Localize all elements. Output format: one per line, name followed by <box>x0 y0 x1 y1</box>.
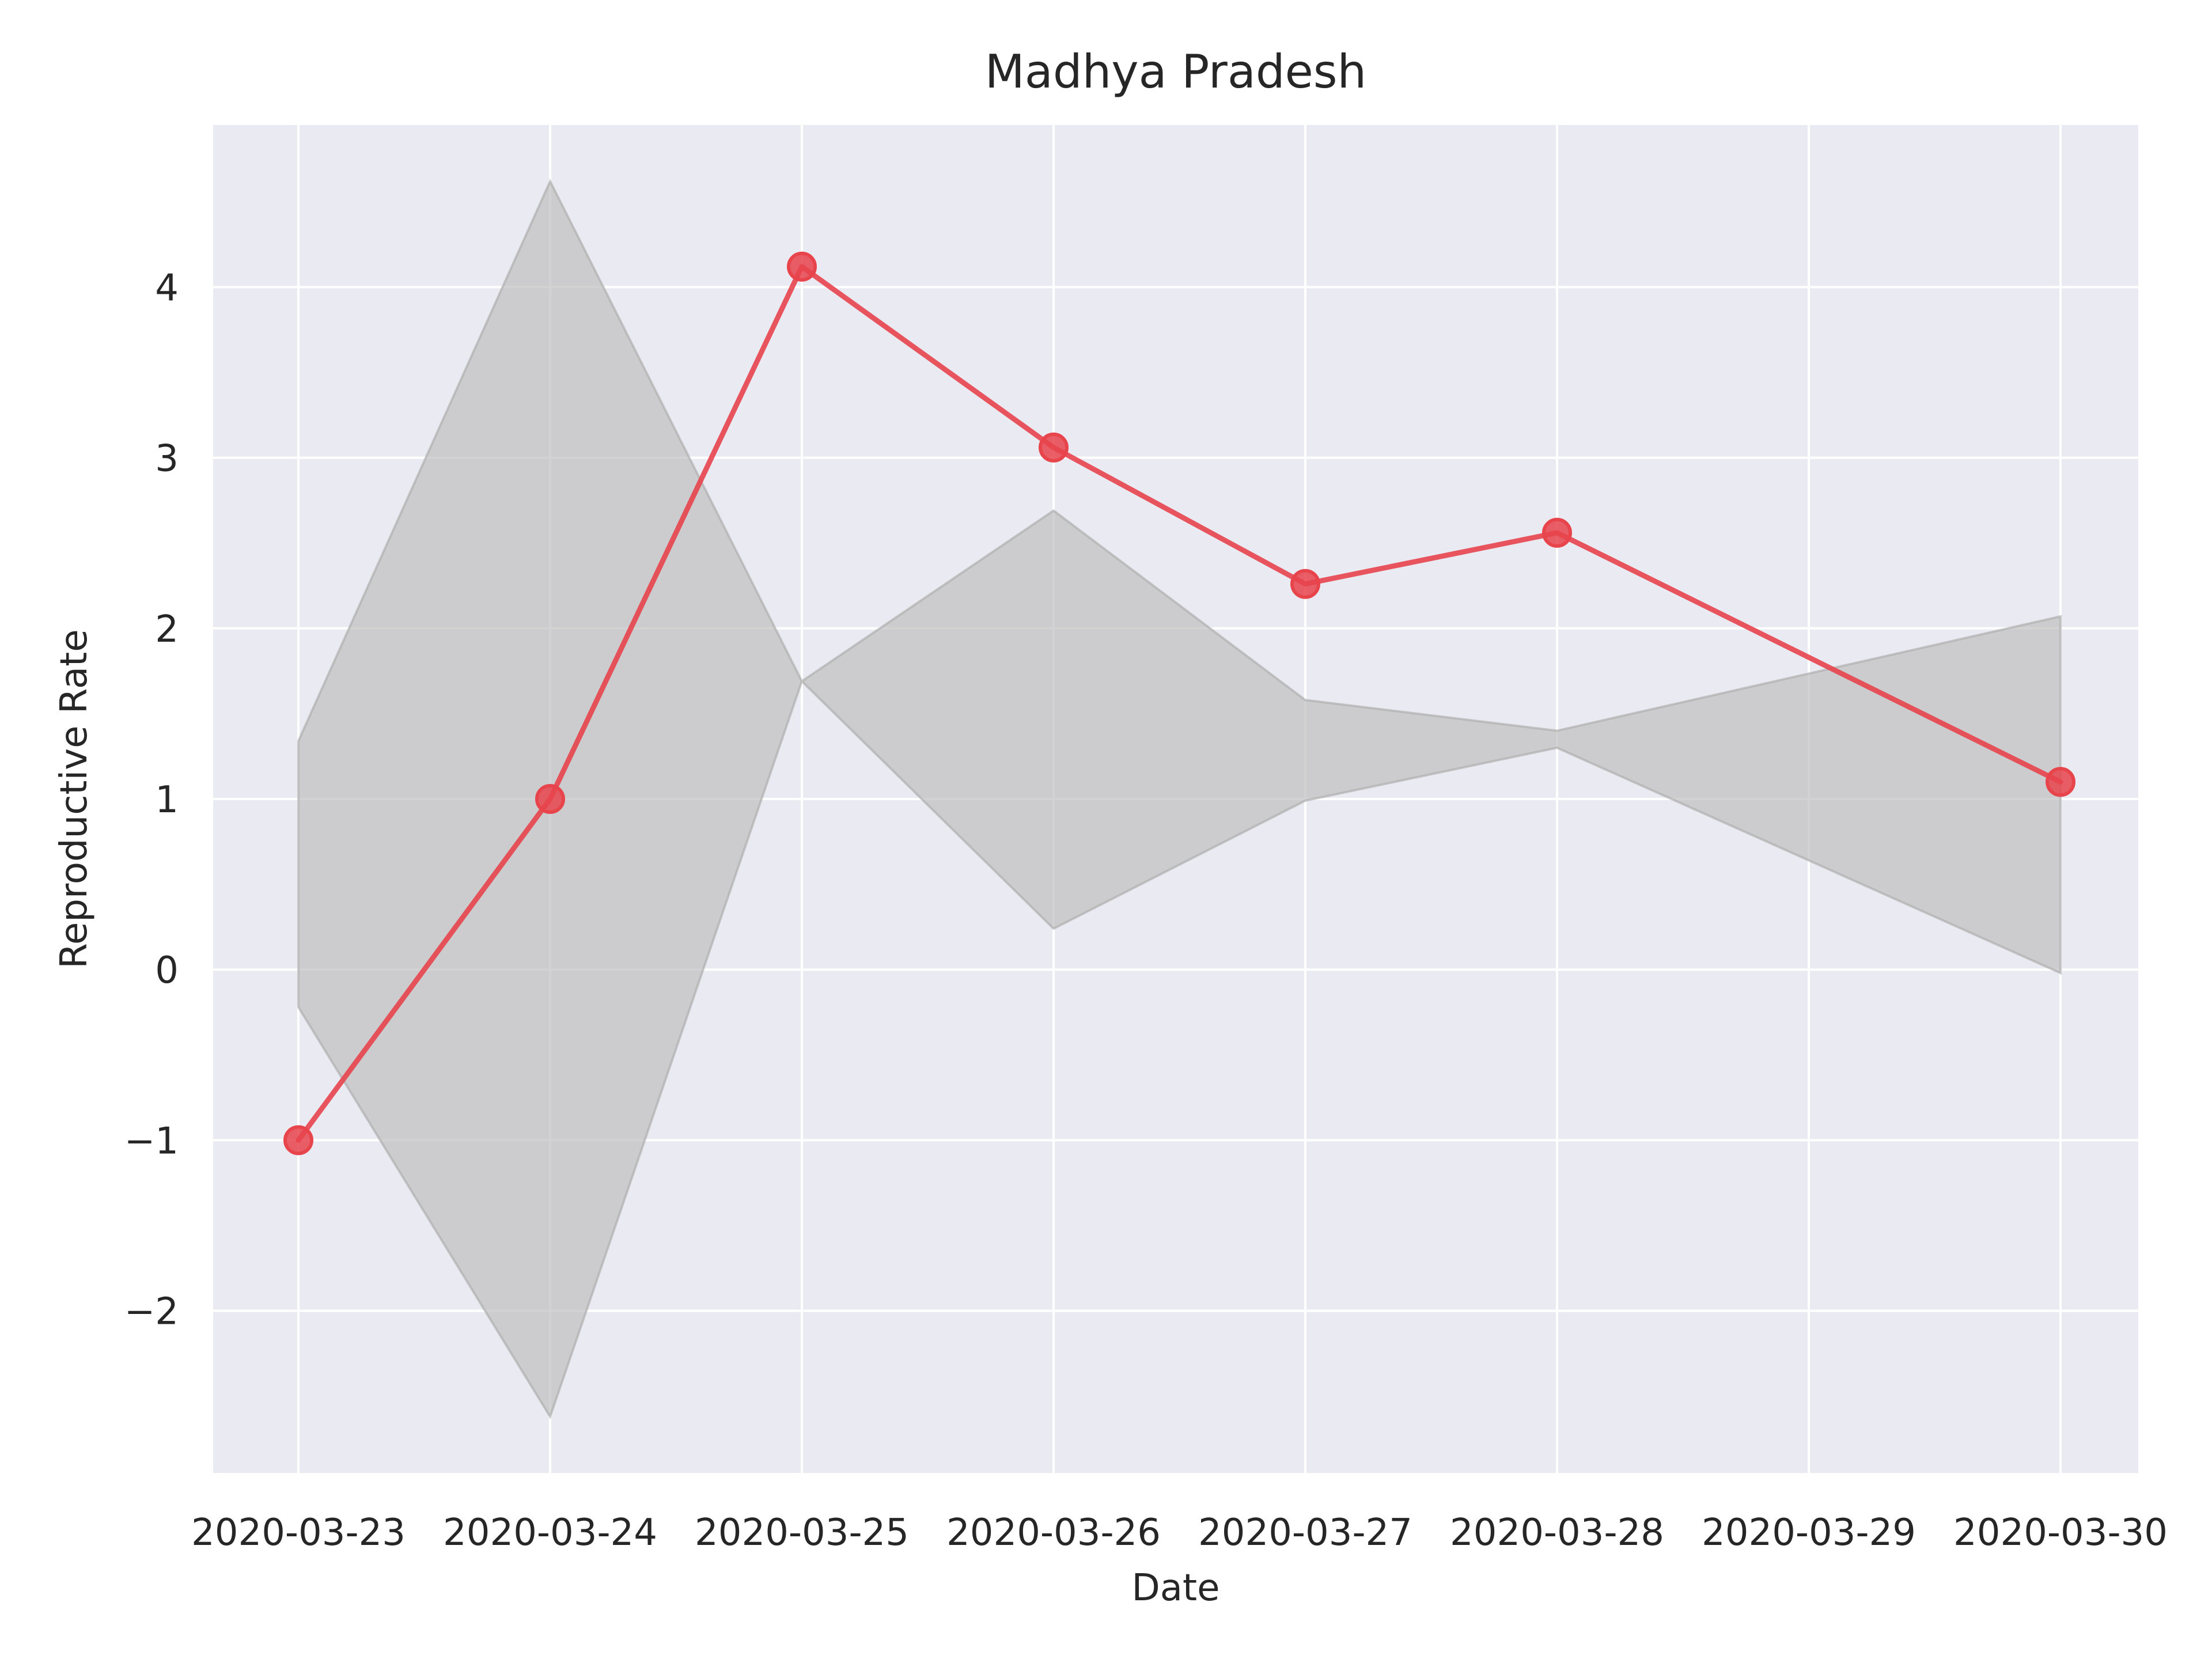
y-tick-label: −2 <box>124 1291 179 1334</box>
x-tick-label: 2020-03-28 <box>1450 1512 1664 1554</box>
data-point <box>787 251 817 282</box>
data-point <box>1542 517 1572 548</box>
x-tick-label: 2020-03-23 <box>191 1512 406 1554</box>
y-tick-label: 3 <box>155 438 179 480</box>
series <box>283 251 2075 1156</box>
y-tick-label: 1 <box>155 779 179 821</box>
x-tick-label: 2020-03-29 <box>1702 1512 1916 1554</box>
y-tick-label: −1 <box>124 1120 179 1162</box>
y-tick-label: 4 <box>155 267 179 309</box>
data-point <box>1290 569 1320 599</box>
confidence-band <box>297 179 2062 1419</box>
x-tick-label: 2020-03-25 <box>695 1512 909 1554</box>
x-axis-label: Date <box>1132 1567 1220 1609</box>
x-tick-label: 2020-03-27 <box>1198 1512 1412 1554</box>
x-tick-labels: 2020-03-23 2020-03-24 2020-03-25 2020-03-26… <box>191 1512 2168 1554</box>
confidence-band-area <box>297 179 2062 1419</box>
x-tick-label: 2020-03-24 <box>443 1512 657 1554</box>
y-tick-labels: −2 −1 0 1 2 3 4 <box>124 267 179 1333</box>
x-tick-label: 2020-03-30 <box>1953 1512 2168 1554</box>
data-point <box>535 784 565 814</box>
data-point <box>283 1125 313 1156</box>
y-axis-label: Reproductive Rate <box>53 629 96 968</box>
y-tick-label: 2 <box>155 608 179 651</box>
x-tick-label: 2020-03-26 <box>946 1512 1161 1554</box>
y-tick-label: 0 <box>155 949 179 992</box>
chart-title: Madhya Pradesh <box>985 45 1366 99</box>
data-point <box>1039 432 1069 463</box>
data-point <box>2046 767 2075 797</box>
